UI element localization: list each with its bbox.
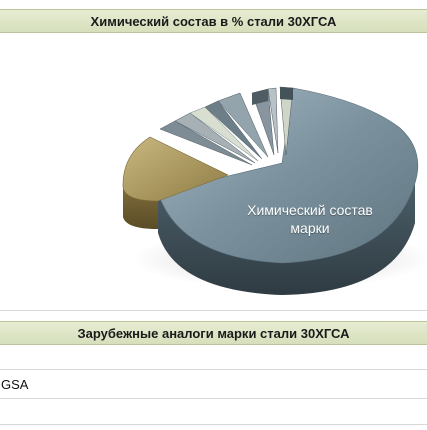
- composition-header: Химический состав в % стали 30ХГСА: [0, 9, 427, 33]
- pie-slice-label-line1: Химический состав: [247, 202, 373, 218]
- pie-slice-label-line2: марки: [290, 220, 330, 236]
- pie-slice-thin-side-1: [252, 89, 268, 105]
- analogs-header: Зарубежные аналоги марки стали 30ХГСА: [0, 321, 427, 345]
- pie-chart-svg: [122, 86, 427, 295]
- composition-chart: Химический состав марки: [0, 33, 427, 316]
- pie-slice-thin-1: [159, 120, 253, 166]
- pie-slice-label: Химический состав марки: [210, 201, 410, 237]
- pie-slice-thin-3: [189, 106, 259, 162]
- analog-grade-cell: GSA: [1, 377, 29, 392]
- table-row: GSA: [0, 374, 427, 396]
- pie-slice-thin-5: [217, 92, 269, 158]
- composition-title: Химический состав в % стали 30ХГСА: [90, 13, 337, 29]
- pie-slice-olive: [122, 136, 229, 202]
- table-row-divider: [0, 369, 427, 370]
- table-row-divider: [0, 424, 427, 425]
- pie-slice-main-side: [158, 183, 415, 295]
- table-row-divider: [0, 398, 427, 399]
- analogs-title: Зарубежные аналоги марки стали 30ХГСА: [77, 325, 350, 341]
- pie-slice-thin-7: [267, 87, 279, 154]
- pie-slice-olive-side: [123, 187, 158, 229]
- pie-slice-thin-2: [174, 112, 256, 164]
- pie-slice-thin-side-2: [280, 87, 293, 100]
- pie-slice-main: [157, 87, 419, 264]
- divider-line: [0, 310, 427, 311]
- pie-slice-thin-4: [204, 100, 263, 160]
